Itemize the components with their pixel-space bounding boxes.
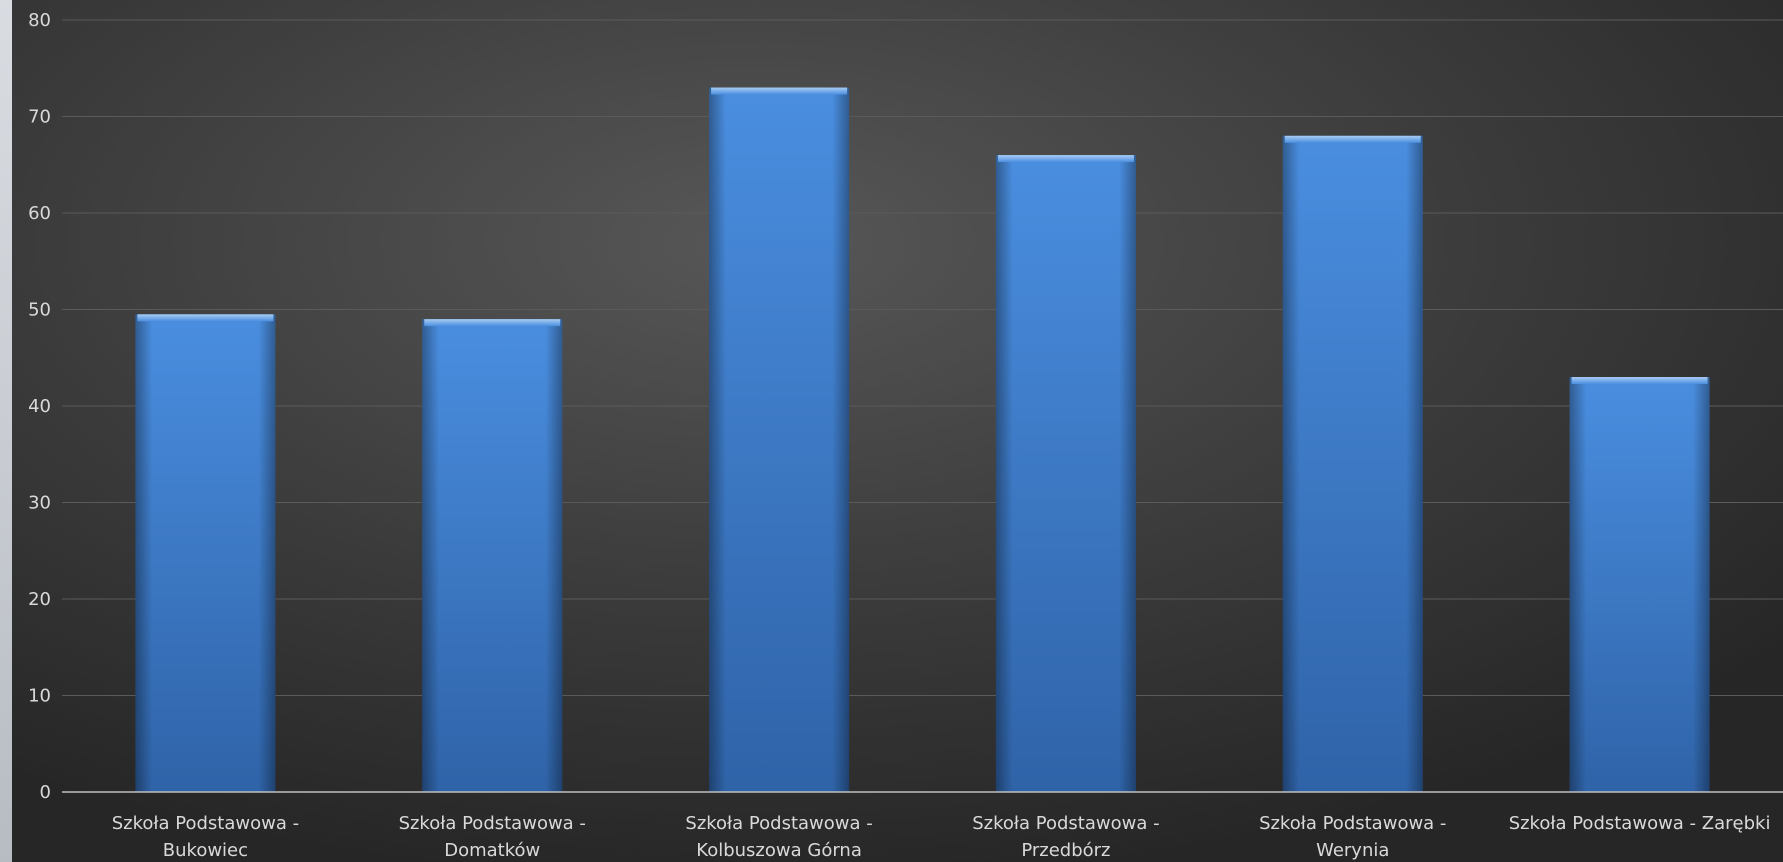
- x-category-label-line: Szkoła Podstawowa -: [685, 813, 872, 834]
- x-category-label-line: Domatków: [444, 840, 540, 861]
- x-category-label-line: Przedbórz: [1021, 840, 1110, 861]
- bar-shading: [135, 314, 276, 792]
- y-tick-label: 30: [28, 493, 51, 514]
- chart-background: [12, 0, 1783, 862]
- x-category-label-line: Szkoła Podstawowa -: [112, 813, 299, 834]
- bar: [1282, 135, 1423, 793]
- x-category-label: Szkoła Podstawowa - Kolbuszowa Górna: [685, 813, 872, 861]
- x-category-label-line: Szkoła Podstawowa -: [1259, 813, 1446, 834]
- bar: [995, 155, 1136, 793]
- bar: [709, 87, 850, 793]
- bar-top-bevel: [137, 314, 274, 322]
- bars: [135, 87, 1710, 793]
- x-category-label: Szkoła Podstawowa - Bukowiec: [112, 813, 299, 861]
- bar-shading: [1569, 377, 1710, 792]
- bar-top-bevel: [1284, 135, 1421, 143]
- y-tick-label: 50: [28, 300, 51, 321]
- bar-shading: [709, 87, 850, 793]
- bar-shading: [995, 155, 1136, 793]
- y-tick-label: 0: [40, 782, 51, 803]
- y-tick-label: 20: [28, 589, 51, 610]
- bar-shading: [422, 319, 563, 792]
- x-category-label-line: Szkoła Podstawowa -: [972, 813, 1159, 834]
- bar-top-bevel: [1571, 377, 1708, 385]
- bar: [135, 314, 276, 792]
- window-edge: [0, 0, 12, 862]
- bar-top-bevel: [997, 155, 1134, 163]
- x-category-label-line: Kolbuszowa Górna: [696, 840, 862, 861]
- bar-top-bevel: [424, 319, 561, 327]
- y-axis-tick-labels: 0 10 20 30 40 50 60 70 80: [28, 10, 51, 803]
- gridlines: [62, 19, 1783, 696]
- bar-top-bevel: [711, 87, 848, 95]
- x-category-label-line: Werynia: [1316, 840, 1389, 861]
- y-tick-label: 80: [28, 10, 51, 31]
- bar: [422, 319, 563, 792]
- x-category-label-line: Szkoła Podstawowa -: [399, 813, 586, 834]
- y-tick-label: 70: [28, 107, 51, 128]
- x-category-label: Szkoła Podstawowa - Zarębki: [1509, 813, 1771, 834]
- bar-shading: [1282, 135, 1423, 793]
- y-tick-label: 60: [28, 203, 51, 224]
- x-category-label-line: Szkoła Podstawowa - Zarębki: [1509, 813, 1771, 834]
- bar: [1569, 377, 1710, 792]
- x-category-label: Szkoła Podstawowa - Przedbórz: [972, 813, 1159, 861]
- y-tick-label: 40: [28, 396, 51, 417]
- y-tick-label: 10: [28, 686, 51, 707]
- x-category-label-line: Bukowiec: [163, 840, 248, 861]
- x-category-label: Szkoła Podstawowa - Domatków: [399, 813, 586, 861]
- x-category-label: Szkoła Podstawowa - Werynia: [1259, 813, 1446, 861]
